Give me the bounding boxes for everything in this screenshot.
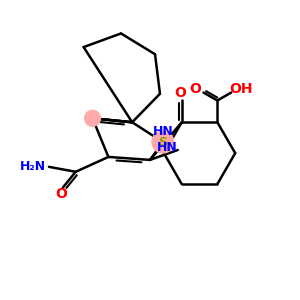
Text: HN: HN <box>157 140 177 154</box>
Text: O: O <box>55 187 67 201</box>
Text: HN: HN <box>152 125 173 138</box>
Text: OH: OH <box>230 82 253 96</box>
Text: S: S <box>158 136 167 148</box>
Text: O: O <box>190 82 202 96</box>
Text: H₂N: H₂N <box>20 160 46 173</box>
Circle shape <box>85 110 101 126</box>
Text: O: O <box>174 85 186 100</box>
Circle shape <box>152 131 174 153</box>
